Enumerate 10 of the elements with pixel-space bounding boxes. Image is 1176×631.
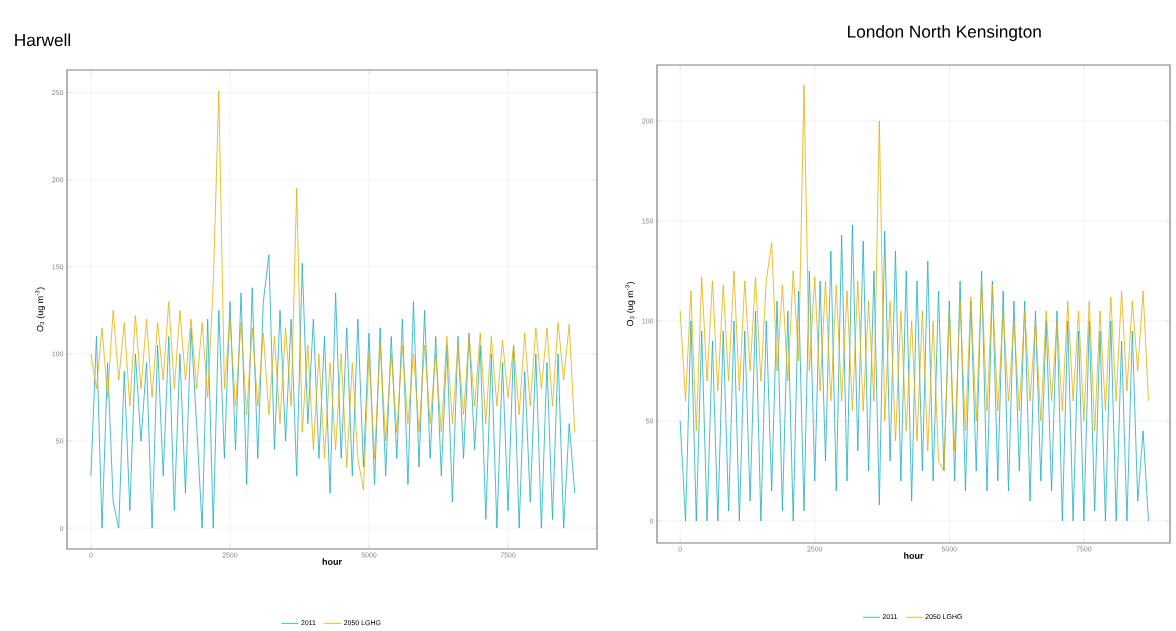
x-axis-title: hour bbox=[904, 552, 924, 560]
y-axis-title: O$_{3}$ (ug m$^{-3}$) bbox=[35, 287, 46, 332]
y-axis-title: O$_{3}$ (ug m$^{-3}$) bbox=[625, 282, 636, 327]
line-series bbox=[90, 254, 576, 529]
chart-title: London North Kensington bbox=[848, 25, 1041, 42]
line-series bbox=[679, 84, 1149, 472]
line-series bbox=[679, 224, 1149, 522]
line-series bbox=[90, 90, 576, 491]
chart-title: Harwell bbox=[15, 33, 71, 47]
x-axis-title: hour bbox=[322, 558, 342, 566]
